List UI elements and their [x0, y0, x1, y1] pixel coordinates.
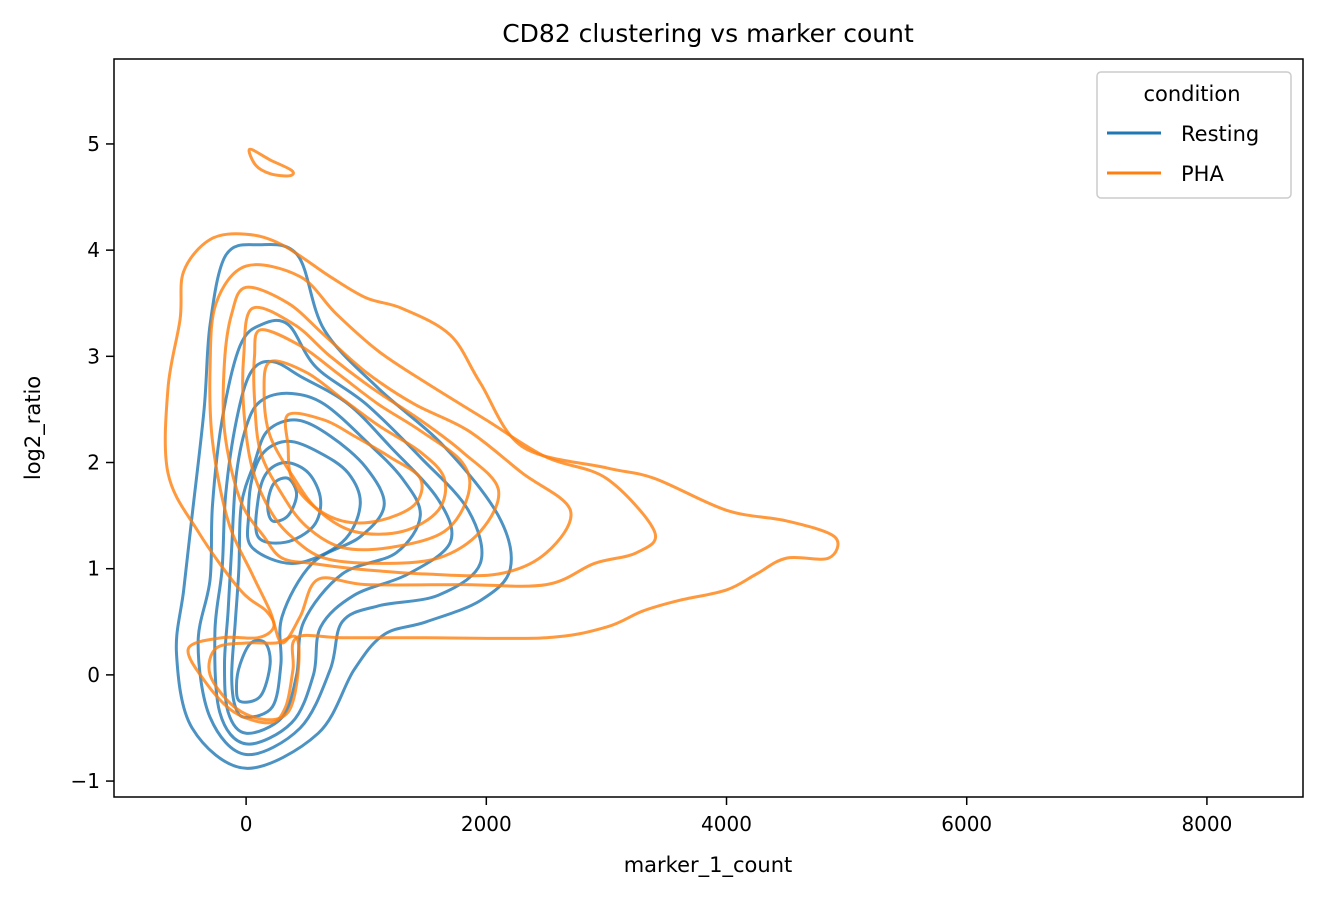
- contour-pha: [207, 634, 301, 722]
- y-tick-label: 0: [87, 663, 100, 687]
- x-axis: 0 2000 4000 6000 8000: [240, 797, 1232, 836]
- contour-layer: [163, 147, 840, 770]
- legend-label-pha: PHA: [1181, 162, 1224, 186]
- x-tick-label: 2000: [461, 812, 512, 836]
- y-axis: −1 0 1 2 3 4 5: [71, 132, 114, 793]
- contour-pha: [241, 305, 501, 565]
- contour-pha: [221, 285, 573, 578]
- y-tick-label: 1: [87, 557, 100, 581]
- contour-resting: [245, 439, 362, 565]
- y-tick-label: 4: [87, 238, 100, 262]
- plot-frame: [113, 58, 1304, 798]
- y-axis-label: log2_ratio: [21, 376, 46, 480]
- contour-pha: [208, 263, 658, 645]
- contour-resting: [223, 391, 422, 735]
- legend-box: [1096, 71, 1292, 199]
- legend-title: condition: [1143, 82, 1240, 106]
- contour-resting: [234, 638, 272, 704]
- x-tick-label: 0: [240, 812, 253, 836]
- contour-resting: [196, 318, 484, 757]
- legend-label-resting: Resting: [1181, 122, 1259, 146]
- legend: condition Resting PHA: [1096, 71, 1292, 199]
- contour-pha: [163, 232, 840, 725]
- contour-pha: [247, 147, 295, 178]
- y-tick-label: −1: [71, 769, 100, 793]
- chart-title: CD82 clustering vs marker count: [502, 19, 914, 48]
- contour-resting: [174, 242, 513, 770]
- y-tick-label: 2: [87, 451, 100, 475]
- contour-resting: [230, 418, 386, 719]
- x-tick-label: 4000: [701, 812, 752, 836]
- x-axis-label: marker_1_count: [624, 853, 793, 878]
- contour-pha: [262, 359, 448, 536]
- x-tick-label: 8000: [1181, 812, 1232, 836]
- y-tick-label: 5: [87, 132, 100, 156]
- contour-pha: [252, 328, 472, 552]
- y-tick-label: 3: [87, 344, 100, 368]
- x-tick-label: 6000: [941, 812, 992, 836]
- contour-pha: [283, 411, 424, 525]
